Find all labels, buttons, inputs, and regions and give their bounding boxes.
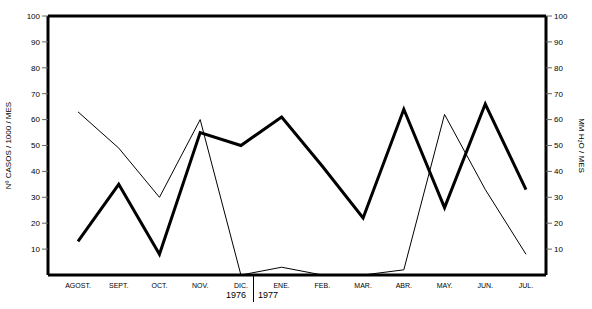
svg-text:ABR.: ABR. — [396, 282, 412, 289]
svg-text:NOV.: NOV. — [192, 282, 209, 289]
svg-text:MAR.: MAR. — [354, 282, 372, 289]
svg-text:MAY.: MAY. — [437, 282, 453, 289]
svg-text:10: 10 — [554, 245, 563, 254]
svg-text:70: 70 — [31, 90, 40, 99]
svg-text:40: 40 — [554, 167, 563, 176]
html-text:1976: 1976 — [226, 290, 246, 300]
svg-text:AGOST.: AGOST. — [65, 282, 91, 289]
svg-text:90: 90 — [31, 38, 40, 47]
svg-text:OCT.: OCT. — [151, 282, 167, 289]
svg-text:80: 80 — [31, 64, 40, 73]
svg-text:JUL.: JUL. — [519, 282, 533, 289]
svg-text:90: 90 — [554, 38, 563, 47]
svg-text:70: 70 — [554, 90, 563, 99]
svg-text:20: 20 — [554, 219, 563, 228]
svg-text:80: 80 — [554, 64, 563, 73]
svg-text:30: 30 — [554, 193, 563, 202]
svg-text:40: 40 — [31, 167, 40, 176]
html-text:1977: 1977 — [258, 290, 278, 300]
svg-text:Nº CASOS / 1000 / MES: Nº CASOS / 1000 / MES — [8, 102, 13, 189]
svg-text:FEB.: FEB. — [315, 282, 331, 289]
svg-text:100: 100 — [554, 12, 568, 21]
svg-text:SEPT.: SEPT. — [109, 282, 129, 289]
svg-text:60: 60 — [31, 115, 40, 124]
svg-text:20: 20 — [31, 219, 40, 228]
svg-text:100: 100 — [27, 12, 41, 21]
svg-text:30: 30 — [31, 193, 40, 202]
svg-text:60: 60 — [554, 115, 563, 124]
svg-text:MM H₂O / MES: MM H₂O / MES — [577, 118, 584, 173]
svg-text:JUN.: JUN. — [477, 282, 493, 289]
svg-text:10: 10 — [31, 245, 40, 254]
svg-text:ENE.: ENE. — [273, 282, 289, 289]
svg-text:DIC.: DIC. — [234, 282, 248, 289]
svg-text:50: 50 — [31, 141, 40, 150]
svg-text:50: 50 — [554, 141, 563, 150]
